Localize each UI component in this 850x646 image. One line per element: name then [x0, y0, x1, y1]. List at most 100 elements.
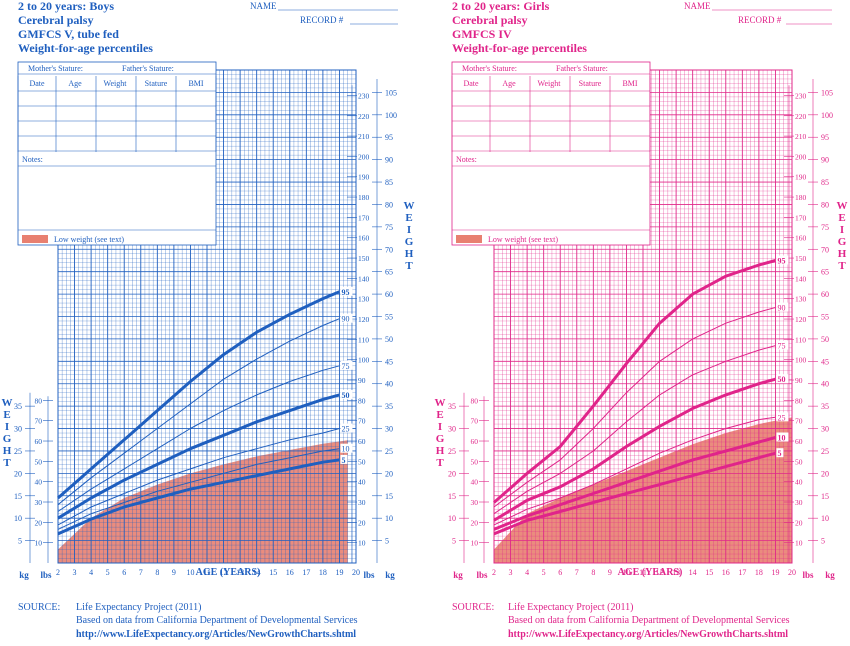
girls-lbs-right-tick: 150: [795, 254, 807, 263]
boys-title-line-2: Cerebral palsy: [18, 13, 93, 27]
boys-kg-right-tick: 105: [385, 88, 397, 97]
girls-kg-left-tick: 30: [448, 425, 456, 434]
boys-kg-right-tick: 55: [385, 313, 393, 322]
girls-age-label: AGE (YEARS): [618, 567, 683, 578]
boys-kg-right-tick: 50: [385, 335, 393, 344]
girls-age-tick: 11: [639, 568, 647, 577]
boys-lbs-left-tick: 80: [35, 396, 43, 405]
boys-table-columns: Date Age Weight Stature BMI: [29, 79, 203, 88]
boys-lbs-left-tick: 70: [35, 417, 43, 426]
boys-kg-left-tick: 35: [14, 402, 22, 411]
boys-curve-p95: [57, 290, 340, 500]
girls-kg-right-tick: 20: [821, 469, 829, 478]
boys-age-tick: 14: [253, 568, 261, 577]
girls-curve-label-p50: 50: [777, 375, 785, 384]
girls-age-tick: 4: [525, 568, 529, 577]
boys-age-tick: 13: [236, 568, 244, 577]
boys-age-tick: 7: [139, 568, 143, 577]
boys-curve-p25: [57, 428, 340, 526]
boys-lbs-left-tick: 50: [35, 457, 43, 466]
boys-lbs-right-tick: 70: [358, 417, 366, 426]
boys-curve-p10: [57, 448, 340, 530]
girls-kg-right-tick: 40: [821, 380, 829, 389]
girls-lbs-right-tick: 20: [795, 518, 803, 527]
girls-age-tick: 8: [591, 568, 595, 577]
boys-lbs-right-tick: 230: [358, 91, 370, 100]
boys-table-frame: [17, 61, 217, 246]
boys-lbs-right-tick: 190: [358, 173, 370, 182]
girls-lbs-right-tick: 30: [795, 498, 803, 507]
boys-lbs-left-tick: 20: [35, 518, 43, 527]
boys-lbs-right-tick: 10: [358, 539, 366, 548]
girls-col-age: Age: [502, 79, 516, 88]
boys-kg-right-tick: 75: [385, 223, 393, 232]
girls-lbs-right-tick: 10: [795, 539, 803, 548]
boys-col-date: Date: [29, 79, 45, 88]
girls-low-weight-swatch: [456, 235, 482, 243]
girls-lbs-right-tick: 110: [795, 335, 806, 344]
boys-source-url[interactable]: http://www.LifeExpectancy.org/Articles/N…: [76, 629, 356, 640]
girls-chart-panel: 2 to 20 years: Girls Cerebral palsy GMFC…: [430, 0, 850, 641]
boys-kg-right-tick: 95: [385, 133, 393, 142]
boys-lbs-right-tick: 50: [358, 457, 366, 466]
girls-age-tick: 3: [509, 568, 513, 577]
girls-kg-right-tick: 25: [821, 447, 829, 456]
girls-table-frame: [451, 61, 651, 246]
girls-lbs-left-tick: 60: [471, 437, 479, 446]
girls-kg-right-tick: 15: [821, 492, 829, 501]
girls-kg-right-tick: 75: [821, 223, 829, 232]
boys-lbs-right-tick: 30: [358, 498, 366, 507]
boys-kg-right-tick: 70: [385, 245, 393, 254]
girls-chart-svg: 2 to 20 years: Girls Cerebral palsy GMFC…: [435, 0, 848, 640]
girls-kg-label-left: kg: [453, 570, 463, 580]
boys-lbs-right-tick: 20: [358, 518, 366, 527]
girls-source-label: SOURCE:: [452, 602, 494, 613]
girls-kg-right-tick: 10: [821, 514, 829, 523]
girls-curve-p75: [493, 345, 776, 515]
boys-age-tick: 5: [106, 568, 110, 577]
girls-title-line-2: Cerebral palsy: [452, 13, 527, 27]
boys-kg-right-tick: 40: [385, 380, 393, 389]
boys-curve-p90: [57, 318, 340, 506]
girls-kg-right-tick: 90: [821, 156, 829, 165]
boys-table-grid[interactable]: [17, 76, 217, 231]
boys-kg-label-right: kg: [385, 570, 395, 580]
girls-lbs-right-tick: 180: [795, 193, 807, 202]
boys-age-tick: 16: [286, 568, 294, 577]
girls-kg-right-tick: 60: [821, 290, 829, 299]
boys-low-weight-label: Low weight (see text): [54, 235, 124, 244]
girls-curve-p90: [493, 307, 776, 508]
boys-mother-stature: Mother's Stature:: [28, 64, 83, 73]
boys-chart-svg: 2 to 20 years: Boys Cerebral palsy GMFCS…: [2, 0, 415, 640]
girls-lbs-left-tick: 20: [471, 518, 479, 527]
boys-record-label: RECORD #: [300, 15, 344, 25]
boys-kg-right-tick: 45: [385, 357, 393, 366]
girls-curve-p25: [493, 416, 776, 526]
boys-kg-right-tick: 25: [385, 447, 393, 456]
boys-kg-right-tick: 85: [385, 178, 393, 187]
boys-kg-left-tick: 10: [14, 514, 22, 523]
girls-lbs-right-tick: 210: [795, 132, 807, 141]
girls-kg-label-right: kg: [825, 570, 835, 580]
girls-age-tick: 7: [575, 568, 579, 577]
girls-lbs-right-tick: 190: [795, 173, 807, 182]
girls-kg-right-tick: 70: [821, 245, 829, 254]
girls-notes-label: Notes:: [456, 155, 477, 164]
girls-source-url[interactable]: http://www.LifeExpectancy.org/Articles/N…: [508, 629, 788, 640]
girls-father-stature: Father's Stature:: [556, 64, 608, 73]
girls-col-stature: Stature: [579, 79, 602, 88]
girls-lbs-left-tick: 30: [471, 498, 479, 507]
girls-lbs-left-tick: 70: [471, 417, 479, 426]
girls-lbs-right-tick: 230: [795, 91, 807, 100]
girls-table-grid[interactable]: [451, 76, 651, 231]
boys-age-tick: 19: [335, 568, 343, 577]
girls-col-bmi: BMI: [622, 79, 637, 88]
girls-lbs-right-tick: 40: [795, 478, 803, 487]
girls-lbs-left-tick: 80: [471, 396, 479, 405]
girls-name-label: NAME: [684, 1, 711, 11]
boys-title-line-1: 2 to 20 years: Boys: [18, 0, 114, 13]
boys-col-bmi: BMI: [188, 79, 203, 88]
